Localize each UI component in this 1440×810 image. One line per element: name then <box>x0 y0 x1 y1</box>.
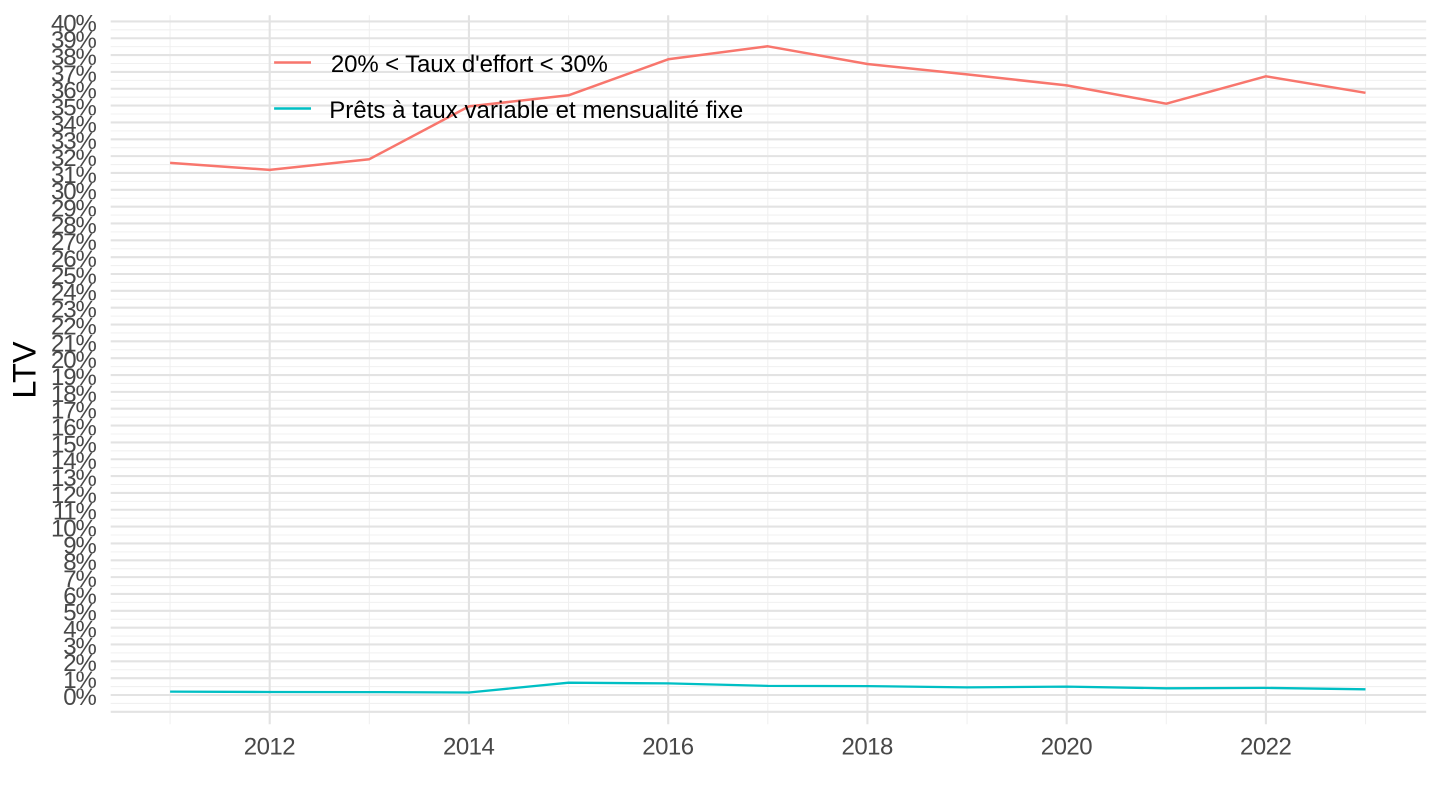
svg-text:37%: 37% <box>51 61 96 88</box>
svg-text:17%: 17% <box>51 398 96 425</box>
svg-text:20% < Taux d'effort < 30%: 20% < Taux d'effort < 30% <box>331 51 608 78</box>
svg-text:12%: 12% <box>51 482 96 509</box>
svg-text:16%: 16% <box>51 414 96 441</box>
svg-text:34%: 34% <box>51 111 96 138</box>
svg-text:39%: 39% <box>51 27 96 54</box>
svg-text:9%: 9% <box>63 532 96 559</box>
svg-text:20%: 20% <box>51 347 96 374</box>
svg-text:Prêts à taux variable et mensu: Prêts à taux variable et mensualité fixe <box>329 97 743 124</box>
svg-text:4%: 4% <box>63 617 96 644</box>
svg-text:1%: 1% <box>63 667 96 694</box>
svg-text:10%: 10% <box>51 516 96 543</box>
svg-text:2014: 2014 <box>443 734 495 761</box>
svg-text:36%: 36% <box>51 78 96 105</box>
svg-text:7%: 7% <box>63 566 96 593</box>
svg-text:18%: 18% <box>51 381 96 408</box>
svg-text:5%: 5% <box>63 600 96 627</box>
svg-text:19%: 19% <box>51 364 96 391</box>
svg-text:31%: 31% <box>51 162 96 189</box>
svg-text:38%: 38% <box>51 44 96 71</box>
svg-text:2%: 2% <box>63 650 96 677</box>
svg-text:2022: 2022 <box>1240 734 1292 761</box>
svg-text:11%: 11% <box>53 499 97 526</box>
svg-text:29%: 29% <box>51 196 96 223</box>
svg-text:2016: 2016 <box>642 734 694 761</box>
svg-text:3%: 3% <box>63 633 96 660</box>
svg-text:2018: 2018 <box>842 734 894 761</box>
svg-text:25%: 25% <box>51 263 96 290</box>
svg-text:0%: 0% <box>63 684 96 711</box>
svg-text:LTV: LTV <box>6 341 42 399</box>
svg-text:14%: 14% <box>51 448 96 475</box>
svg-text:32%: 32% <box>51 145 96 172</box>
svg-text:2020: 2020 <box>1041 734 1093 761</box>
svg-text:24%: 24% <box>51 280 96 307</box>
svg-text:40%: 40% <box>51 10 96 37</box>
svg-text:15%: 15% <box>51 431 96 458</box>
svg-text:30%: 30% <box>51 179 96 206</box>
svg-text:8%: 8% <box>63 549 96 576</box>
svg-text:35%: 35% <box>51 95 96 122</box>
svg-text:2012: 2012 <box>244 734 296 761</box>
svg-text:33%: 33% <box>51 128 96 155</box>
svg-text:6%: 6% <box>63 583 96 610</box>
svg-text:26%: 26% <box>51 246 96 273</box>
svg-text:27%: 27% <box>51 229 96 256</box>
svg-text:13%: 13% <box>51 465 96 492</box>
svg-text:28%: 28% <box>51 212 96 239</box>
svg-text:23%: 23% <box>51 297 96 324</box>
svg-text:22%: 22% <box>51 313 96 340</box>
svg-text:21%: 21% <box>51 330 96 357</box>
